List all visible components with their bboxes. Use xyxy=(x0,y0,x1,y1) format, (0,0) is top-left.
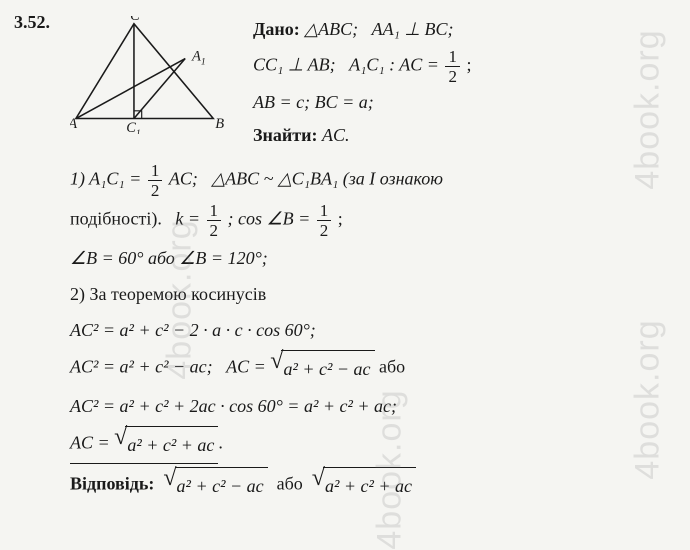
given-perp2: CC₁ ⊥ AB; xyxy=(253,54,336,74)
svg-text:A1: A1 xyxy=(191,48,206,67)
s7: AC² = a² + c² + 2ac · cos 60° = a² + c² … xyxy=(70,390,670,423)
svg-text:A: A xyxy=(70,116,77,132)
problem-number: 3.52. xyxy=(14,12,50,33)
s3: ∠B = 60° або ∠B = 120°; xyxy=(70,242,670,275)
s2c: ; cos ∠B = xyxy=(228,208,311,228)
svg-text:B: B xyxy=(215,116,224,132)
label-find: Знайти: xyxy=(253,125,317,145)
top-row: A B C A1 C1 Дано: △ABC; AA₁ ⊥ BC; CC₁ ⊥ … xyxy=(70,12,670,154)
s6a: AC² = a² + c² − ac; xyxy=(70,357,213,377)
s2b: k = xyxy=(175,208,200,228)
svg-text:C: C xyxy=(130,16,140,24)
given-block: Дано: △ABC; AA₁ ⊥ BC; CC₁ ⊥ AB; A₁C₁ : A… xyxy=(253,12,471,154)
s1a: 1) A₁C₁ = xyxy=(70,168,141,188)
triangle-diagram: A B C A1 C1 xyxy=(70,16,225,134)
label-dano: Дано: xyxy=(253,19,300,39)
solution-block: 1) A₁C₁ = 12 AC; △ABC ~ △C₁BA₁ (за I озн… xyxy=(70,162,670,504)
given-perp1: AA₁ ⊥ BC; xyxy=(372,19,454,39)
s6b: AC = xyxy=(226,357,266,377)
answer-or: або xyxy=(277,474,303,494)
s1b: AC; xyxy=(169,168,198,188)
s5: AC² = a² + c² − 2 · a · c · cos 60°; xyxy=(70,314,670,347)
s4: 2) За теоремою косинусів xyxy=(70,278,670,311)
svg-text:C1: C1 xyxy=(126,120,141,134)
s2a: подібності). xyxy=(70,208,162,228)
s1c: △ABC ~ △C₁BA₁ (за I ознакою xyxy=(211,168,443,188)
given-sides: AB = c; BC = a; xyxy=(253,87,471,119)
s6c: або xyxy=(379,357,405,377)
given-ratio: A₁C₁ : AC = xyxy=(349,54,439,74)
answer-label: Відповідь: xyxy=(70,474,154,494)
s8a: AC = xyxy=(70,432,110,452)
find-what: AC. xyxy=(322,125,350,145)
given-tri: △ABC; xyxy=(304,19,358,39)
